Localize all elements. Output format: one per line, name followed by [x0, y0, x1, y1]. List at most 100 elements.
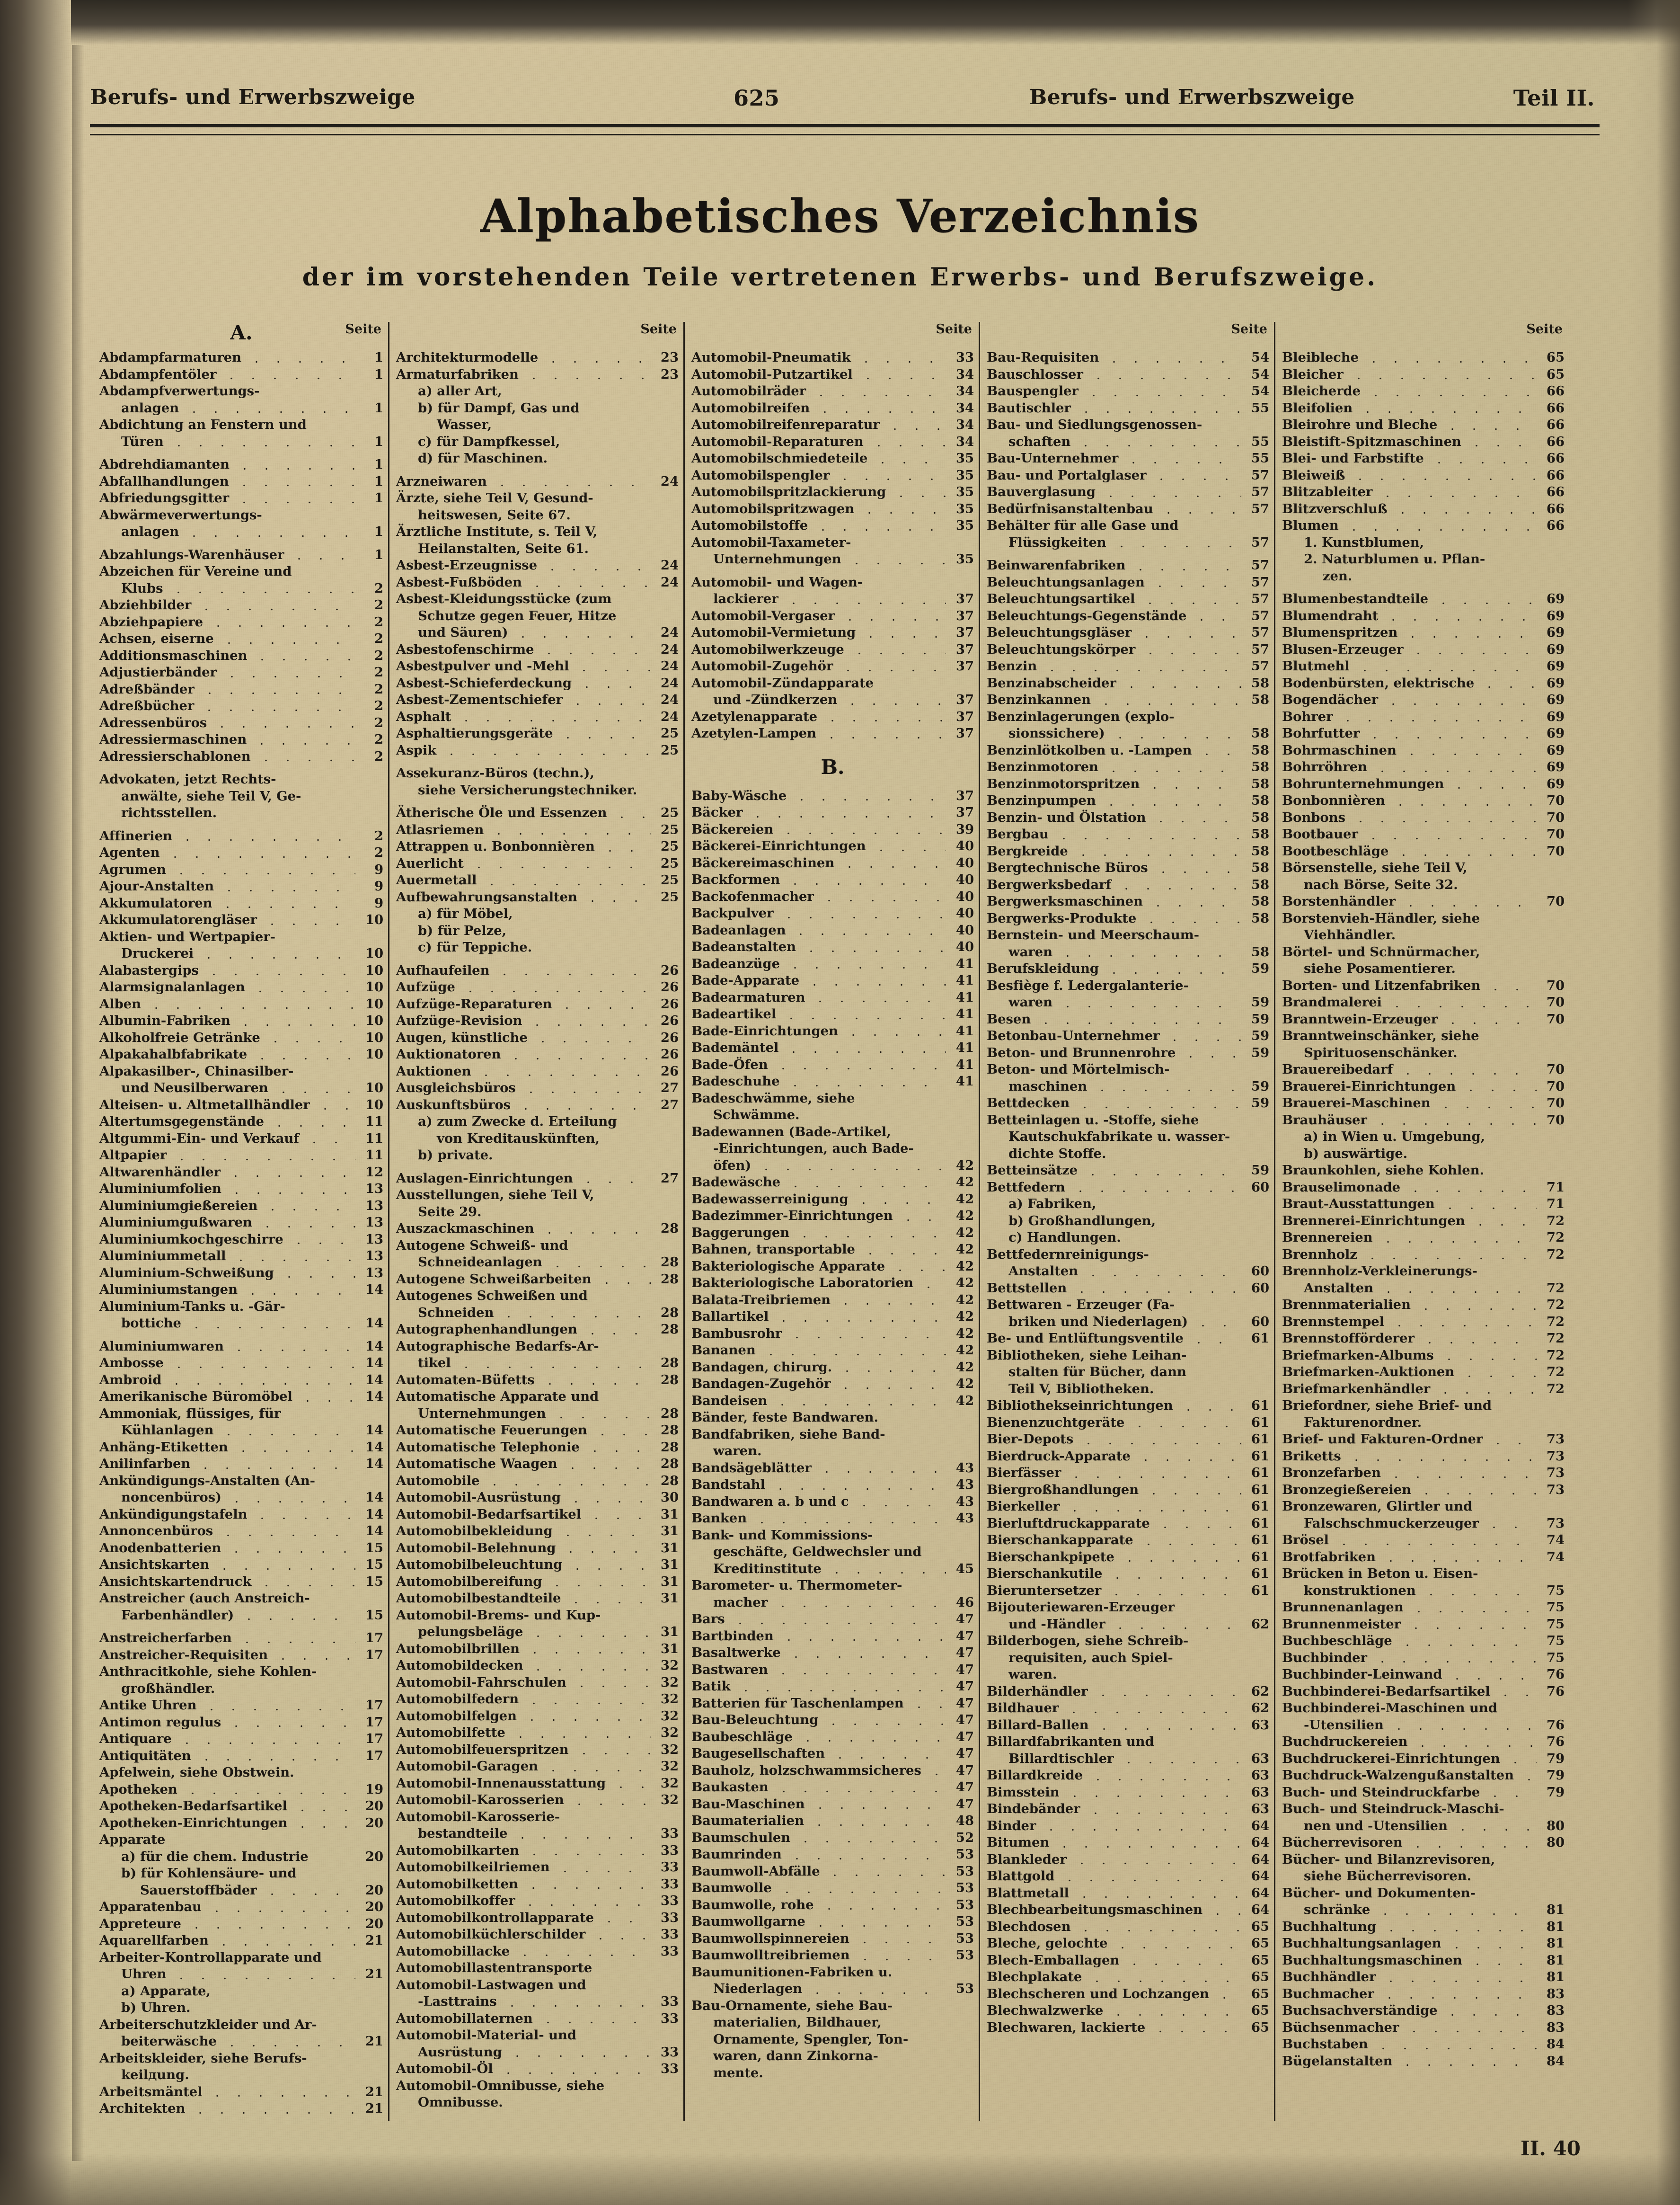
index-entry[interactable]: Automobilspritzlackierung 35 [691, 484, 974, 501]
index-entry[interactable]: Buchbinderei-Maschinen und [1282, 1700, 1565, 1717]
index-entry[interactable]: Asbest-Kleidungsstücke (zum [396, 591, 679, 608]
index-entry[interactable]: Agrumen 9 [99, 862, 383, 879]
index-entry[interactable]: Amerikanische Büromöbel 14 [99, 1388, 383, 1405]
index-entry[interactable]: Baggerungen 42 [691, 1225, 974, 1242]
index-entry[interactable]: bestandteile 33 [396, 1825, 679, 1842]
index-entry[interactable]: -Lasttrains 33 [396, 1993, 679, 2010]
index-entry[interactable]: Bonbonnièren 70 [1282, 792, 1565, 809]
index-entry[interactable]: Automobilräder 34 [691, 383, 974, 400]
index-entry[interactable]: Badeschuhe 41 [691, 1073, 974, 1090]
index-entry[interactable]: b) auswärtige. [1282, 1146, 1565, 1163]
index-entry[interactable]: Bettwaren - Erzeuger (Fa- [987, 1297, 1269, 1314]
index-entry[interactable]: Blechplakate 65 [987, 1969, 1269, 1986]
index-entry[interactable]: Wasser, [396, 417, 679, 434]
index-entry[interactable]: Bank- und Kommissions- [691, 1527, 974, 1544]
index-entry[interactable]: Bänder, feste Bandwaren. [691, 1409, 974, 1426]
index-entry[interactable]: Automobilkoffer 33 [396, 1893, 679, 1910]
index-entry[interactable]: Behälter für alle Gase und [987, 517, 1269, 534]
index-entry[interactable]: Baumwolltreibriemen 53 [691, 1947, 974, 1964]
index-entry[interactable]: Bohrfutter 69 [1282, 725, 1565, 742]
index-entry[interactable]: Affinerien 2 [99, 828, 383, 845]
index-entry[interactable]: Adressenbüros 2 [99, 715, 383, 732]
index-entry[interactable]: Ambroid 14 [99, 1372, 383, 1389]
index-entry[interactable]: Heilanstalten, Seite 61. [396, 541, 679, 558]
index-entry[interactable]: Bergkreide 58 [987, 843, 1269, 860]
index-entry[interactable]: Automobil-Omnibusse, siehe [396, 2078, 679, 2095]
index-entry[interactable]: tikel 28 [396, 1355, 679, 1372]
index-entry[interactable]: b) private. [396, 1147, 679, 1164]
index-entry[interactable]: Benzinlötkolben u. -Lampen 58 [987, 742, 1269, 759]
index-entry[interactable]: Blankleder 64 [987, 1851, 1269, 1868]
index-entry[interactable]: Brennereien 72 [1282, 1229, 1565, 1246]
index-entry[interactable]: Blattmetall 64 [987, 1885, 1269, 1902]
index-entry[interactable]: Albumin-Fabriken 10 [99, 1013, 383, 1030]
index-entry[interactable]: und Säuren) 24 [396, 624, 679, 641]
index-entry[interactable]: und -Händler 62 [987, 1616, 1269, 1633]
index-entry[interactable]: Aluminiumgußwaren 13 [99, 1214, 383, 1231]
index-entry[interactable]: Blusen-Erzeuger 69 [1282, 641, 1565, 658]
index-entry[interactable]: geschäfte, Geldwechsler und [691, 1544, 974, 1561]
index-entry[interactable]: Advokaten, jetzt Rechts- [99, 771, 383, 788]
index-entry[interactable]: Backformen 40 [691, 871, 974, 889]
index-entry[interactable]: waren. [987, 1666, 1269, 1683]
index-entry[interactable]: b) für Kohlensäure- und [99, 1865, 383, 1882]
index-entry[interactable]: Klubs 2 [99, 580, 383, 597]
index-entry[interactable]: Blumenbestandteile 69 [1282, 591, 1565, 608]
index-entry[interactable]: Ausstellungen, siehe Teil V, [396, 1187, 679, 1204]
index-entry[interactable]: Automobilketten 33 [396, 1876, 679, 1893]
index-entry[interactable]: Bücher- und Bilanzrevisoren, [1282, 1851, 1565, 1868]
index-entry[interactable]: Asbest-Erzeugnisse 24 [396, 557, 679, 574]
index-entry[interactable]: Blechbearbeitungsmaschinen 64 [987, 1902, 1269, 1919]
index-entry[interactable]: anlagen 1 [99, 524, 383, 541]
index-entry[interactable]: schaften 55 [987, 434, 1269, 451]
index-entry[interactable]: Automobilbereifung 31 [396, 1574, 679, 1591]
index-entry[interactable]: Bade-Apparate 41 [691, 972, 974, 989]
index-entry[interactable]: noncenbüros) 14 [99, 1489, 383, 1506]
index-entry[interactable]: Bijouteriewaren-Erzeuger [987, 1599, 1269, 1616]
index-entry[interactable]: Bleicherde 66 [1282, 383, 1565, 400]
index-entry[interactable]: Bau-Ornamente, siehe Bau- [691, 1998, 974, 2015]
index-entry[interactable]: materialien, Bildhauer, [691, 2014, 974, 2031]
index-entry[interactable]: Aufzüge-Revision 26 [396, 1013, 679, 1030]
index-entry[interactable]: Augen, künstliche 26 [396, 1030, 679, 1047]
index-entry[interactable]: Buchdruckereien 76 [1282, 1734, 1565, 1751]
index-entry[interactable]: Anstalten 72 [1282, 1280, 1565, 1297]
index-entry[interactable]: Baugesellschaften 47 [691, 1745, 974, 1762]
index-entry[interactable]: Bandwaren a. b und c 43 [691, 1494, 974, 1511]
index-entry[interactable]: Alpakahalbfabrikate 10 [99, 1046, 383, 1063]
index-entry[interactable]: b) Uhren. [99, 2000, 383, 2017]
index-entry[interactable]: Automobilreifenreparatur 34 [691, 417, 974, 434]
index-entry[interactable]: Automobillacke 33 [396, 1943, 679, 1960]
index-entry[interactable]: Bierkeller 61 [987, 1498, 1269, 1515]
index-entry[interactable]: Anstalten 60 [987, 1263, 1269, 1280]
index-entry[interactable]: Bauverglasung 57 [987, 484, 1269, 501]
index-entry[interactable]: Bautischler 55 [987, 400, 1269, 417]
index-entry[interactable]: Aluminiumwaren 14 [99, 1338, 383, 1355]
index-entry[interactable]: Antimon regulus 17 [99, 1714, 383, 1731]
index-entry[interactable]: Ornamente, Spengler, Ton- [691, 2031, 974, 2048]
index-entry[interactable]: Auktionen 26 [396, 1063, 679, 1080]
index-entry[interactable]: Buchbinder-Leinwand 76 [1282, 1666, 1565, 1683]
index-entry[interactable]: Arbeitsmäntel 21 [99, 2084, 383, 2101]
index-entry[interactable]: Automatische Waagen 28 [396, 1456, 679, 1473]
index-entry[interactable]: Altpapier 11 [99, 1147, 383, 1164]
index-entry[interactable]: pelungsbeläge 31 [396, 1624, 679, 1641]
index-entry[interactable]: Bau-Maschinen 47 [691, 1796, 974, 1813]
index-entry[interactable]: Bitumen 64 [987, 1834, 1269, 1851]
index-entry[interactable]: Kreditinstitute 45 [691, 1561, 974, 1578]
index-entry[interactable]: Buch- und Steindruck-Maschi- [1282, 1801, 1565, 1818]
index-entry[interactable]: Automobil-Putzartikel 34 [691, 366, 974, 383]
index-entry[interactable]: Altertumsgegenstände 11 [99, 1113, 383, 1130]
index-entry[interactable]: Adressiermaschinen 2 [99, 731, 383, 748]
index-entry[interactable]: Briefmarken-Auktionen 72 [1282, 1364, 1565, 1381]
index-entry[interactable]: Ankündigungstafeln 14 [99, 1506, 383, 1523]
index-entry[interactable]: macher 46 [691, 1594, 974, 1611]
index-entry[interactable]: Automobilbeleuchtung 31 [396, 1556, 679, 1574]
index-entry[interactable]: Falschschmuckerzeuger 73 [1282, 1515, 1565, 1532]
index-entry[interactable]: Automobilstoffe 35 [691, 517, 974, 534]
index-entry[interactable]: Aquarellfarben 21 [99, 1932, 383, 1949]
index-entry[interactable]: Börtel- und Schnürmacher, [1282, 944, 1565, 961]
index-entry[interactable]: Beinwarenfabriken 57 [987, 557, 1269, 574]
index-entry[interactable]: Bilderbogen, siehe Schreib- [987, 1633, 1269, 1650]
index-entry[interactable]: briken und Niederlagen) 60 [987, 1314, 1269, 1331]
